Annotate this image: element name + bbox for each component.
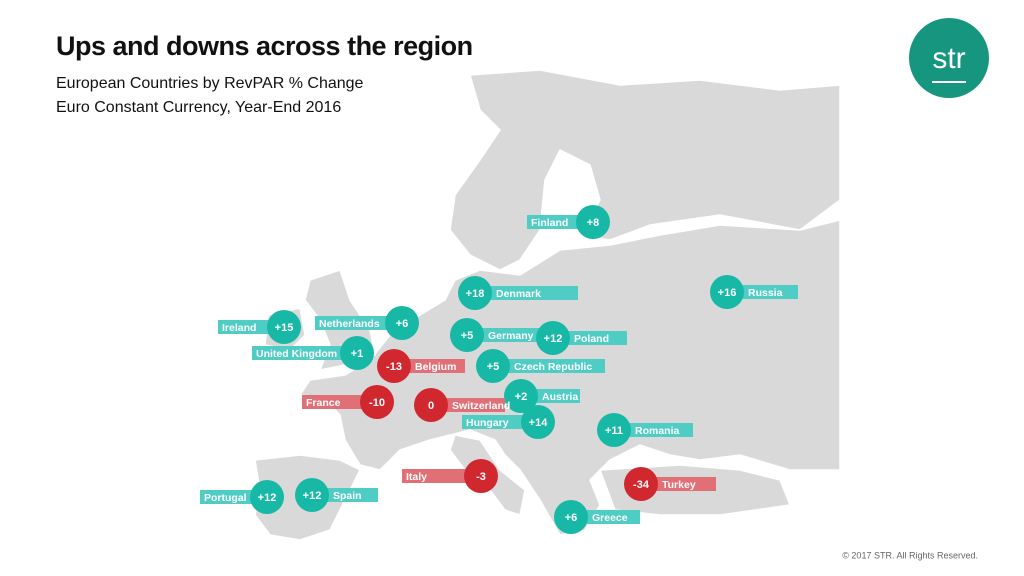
country-label: Poland bbox=[574, 333, 609, 345]
label-box bbox=[402, 469, 481, 483]
value-circle bbox=[597, 413, 631, 447]
value-circle bbox=[414, 388, 448, 422]
logo: str bbox=[932, 42, 965, 75]
value-circle bbox=[476, 349, 510, 383]
country-label: Turkey bbox=[662, 479, 696, 491]
value-circle bbox=[554, 500, 588, 534]
value-label: +11 bbox=[605, 425, 623, 437]
value-label: 0 bbox=[428, 400, 434, 412]
value-label: +14 bbox=[529, 417, 549, 429]
value-label: +2 bbox=[515, 391, 528, 403]
country-label: Denmark bbox=[496, 288, 541, 300]
value-label: +5 bbox=[461, 330, 474, 342]
country-label: Netherlands bbox=[319, 318, 380, 330]
markers: +8 Finland +18 Denmark +16 Russia +15 Ireland +6… bbox=[200, 205, 798, 534]
label-box bbox=[431, 398, 505, 412]
country-label: Finland bbox=[531, 217, 568, 229]
country-label: Italy bbox=[406, 471, 427, 483]
value-circle bbox=[377, 349, 411, 383]
label-box bbox=[302, 395, 377, 409]
value-circle bbox=[624, 467, 658, 501]
label-box bbox=[394, 359, 465, 373]
label-box bbox=[475, 286, 578, 300]
map bbox=[254, 69, 841, 541]
label-box bbox=[641, 477, 716, 491]
value-circle bbox=[340, 336, 374, 370]
value-circle bbox=[267, 310, 301, 344]
country-label: Ireland bbox=[222, 322, 256, 334]
value-circle bbox=[504, 379, 538, 413]
value-label: -13 bbox=[386, 361, 402, 373]
value-circle bbox=[385, 306, 419, 340]
country-label: Austria bbox=[542, 391, 578, 403]
copyright: © 2017 STR. All Rights Reserved. bbox=[842, 550, 978, 560]
label-box bbox=[200, 490, 267, 504]
country-label: United Kingdom bbox=[256, 348, 337, 360]
label-box bbox=[315, 316, 402, 330]
value-label: +18 bbox=[466, 288, 485, 300]
value-label: +15 bbox=[275, 322, 294, 334]
label-box bbox=[493, 359, 605, 373]
country-label: Greece bbox=[592, 512, 628, 524]
value-circle bbox=[536, 321, 570, 355]
value-label: -34 bbox=[633, 479, 650, 491]
value-circle bbox=[521, 405, 555, 439]
value-circle bbox=[458, 276, 492, 310]
country-label: Russia bbox=[748, 287, 783, 299]
land bbox=[298, 219, 841, 536]
value-circle bbox=[360, 385, 394, 419]
country-label: Germany bbox=[488, 330, 534, 342]
value-label: +16 bbox=[718, 287, 737, 299]
value-label: +6 bbox=[396, 318, 409, 330]
label-box bbox=[467, 328, 540, 342]
country-label: Romania bbox=[635, 425, 680, 437]
value-label: +12 bbox=[303, 490, 322, 502]
value-circle bbox=[576, 205, 610, 239]
country-label: Czech Republic bbox=[514, 361, 592, 373]
title: Ups and downs across the region bbox=[56, 31, 473, 61]
country-label: Switzerland bbox=[452, 400, 510, 412]
label-box bbox=[252, 346, 357, 360]
value-circle bbox=[250, 480, 284, 514]
subtitle: Euro Constant Currency, Year-End 2016 bbox=[56, 99, 341, 116]
country-label: Belgium bbox=[415, 361, 456, 373]
value-circle bbox=[450, 318, 484, 352]
value-label: -10 bbox=[369, 397, 385, 409]
value-label: +6 bbox=[565, 512, 578, 524]
value-label: +12 bbox=[258, 492, 277, 504]
label-box bbox=[727, 285, 798, 299]
subtitle: European Countries by RevPAR % Change bbox=[56, 75, 364, 92]
country-label: Spain bbox=[333, 490, 362, 502]
country-label: France bbox=[306, 397, 341, 409]
label-box bbox=[571, 510, 640, 524]
value-circle bbox=[710, 275, 744, 309]
label-box bbox=[614, 423, 693, 437]
logo-badge bbox=[909, 18, 989, 98]
label-box bbox=[462, 415, 538, 429]
value-label: +12 bbox=[544, 333, 563, 345]
country-label: Portugal bbox=[204, 492, 247, 504]
value-label: -3 bbox=[476, 471, 486, 483]
value-circle bbox=[464, 459, 498, 493]
value-label: +5 bbox=[487, 361, 500, 373]
value-label: +8 bbox=[587, 217, 600, 229]
value-circle bbox=[295, 478, 329, 512]
value-label: +1 bbox=[351, 348, 364, 360]
land bbox=[449, 69, 841, 271]
label-box bbox=[553, 331, 627, 345]
country-label: Hungary bbox=[466, 417, 509, 429]
